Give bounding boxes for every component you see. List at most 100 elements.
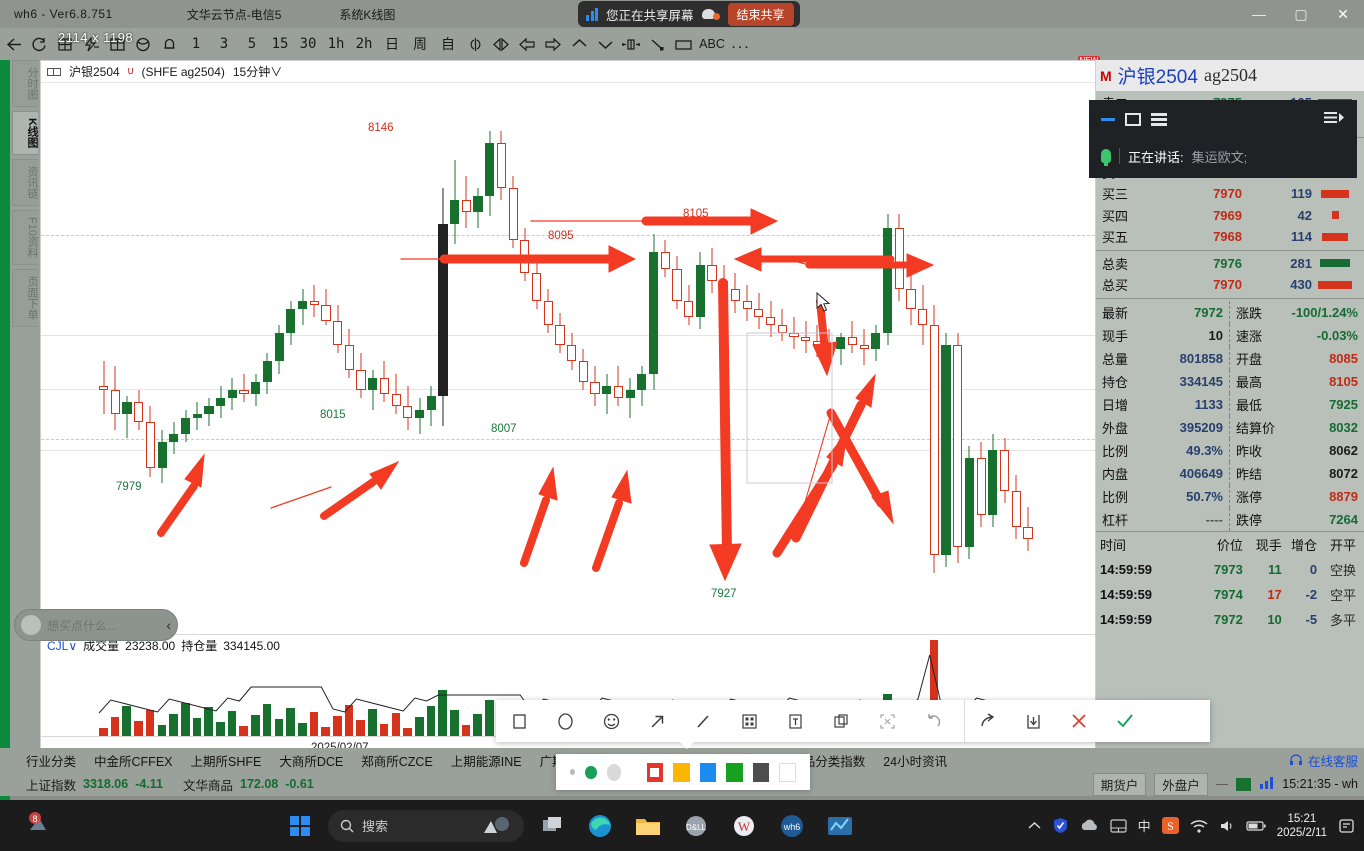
sogou-ime-icon[interactable]: S	[1161, 817, 1179, 834]
market-category-2[interactable]: 上期所SHFE	[190, 754, 262, 769]
volume-indicator-selector[interactable]: CJL∨	[47, 639, 77, 653]
period-day[interactable]: 日	[385, 37, 399, 53]
period-custom[interactable]: 自	[441, 37, 455, 53]
start-button[interactable]	[280, 806, 320, 846]
rectangle-tool-icon[interactable]	[496, 700, 542, 742]
trend-line-icon[interactable]	[644, 28, 670, 60]
layout-grid-icon[interactable]	[52, 28, 78, 60]
color-yellow-swatch[interactable]	[673, 762, 690, 782]
notification-app-icon[interactable]: 8	[24, 810, 54, 840]
undo-tool-icon[interactable]	[910, 700, 956, 742]
period-1[interactable]: 1	[191, 36, 201, 52]
window-split-icon[interactable]	[47, 67, 61, 76]
period-1h[interactable]: 1h	[327, 36, 345, 52]
size-medium-option[interactable]	[585, 765, 597, 779]
sidebar-item-f10[interactable]: F10资料	[12, 209, 38, 265]
notification-center-icon[interactable]	[1338, 817, 1356, 835]
bid-row-3[interactable]: 买四 7969 42	[1096, 205, 1364, 227]
chart-canvas[interactable]: 8100 8000 8146 8105 8095 8015 8007 7979 …	[41, 83, 1095, 756]
size-large-option[interactable]	[606, 763, 622, 781]
file-explorer-icon[interactable]	[628, 806, 668, 846]
split-view-icon[interactable]	[462, 28, 488, 60]
tick-row[interactable]: 14:59:59 7972 10 -5 多平	[1096, 607, 1364, 632]
scroll-down-icon[interactable]	[592, 28, 618, 60]
color-blue-swatch[interactable]	[699, 762, 717, 782]
market-category-10[interactable]: 24小时资讯	[883, 754, 948, 769]
grid-window-icon[interactable]	[104, 28, 130, 60]
crop-tool-icon[interactable]	[864, 700, 910, 742]
compare-icon[interactable]	[488, 28, 514, 60]
period-3[interactable]: 3	[219, 36, 229, 52]
tick-list[interactable]: 时间 价位 现手 增仓 开平 14:59:59 7973 11 0 空换 14:59:59…	[1096, 530, 1364, 632]
meeting-expand-icon[interactable]	[1323, 110, 1345, 128]
period-5[interactable]: 5	[247, 36, 257, 52]
edge-browser-icon[interactable]	[580, 806, 620, 846]
sidebar-item-news[interactable]: 资讯链	[12, 158, 38, 206]
market-category-1[interactable]: 中金所CFFEX	[94, 754, 173, 769]
rectangle-icon[interactable]	[670, 28, 696, 60]
period-15[interactable]: 15	[271, 36, 289, 52]
end-share-button[interactable]: 结束共享	[727, 2, 794, 26]
tick-row[interactable]: 14:59:59 7974 17 -2 空平	[1096, 582, 1364, 607]
period-2h[interactable]: 2h	[355, 36, 373, 52]
abc-label-icon[interactable]: ABC	[699, 37, 725, 51]
save-action-icon[interactable]	[1010, 700, 1056, 742]
color-gray-swatch[interactable]	[752, 762, 770, 782]
wps-app-icon[interactable]: W	[724, 806, 764, 846]
battery-icon[interactable]	[1246, 820, 1266, 832]
task-view-button[interactable]	[532, 806, 572, 846]
sidebar-item-order[interactable]: 页面下单	[12, 268, 38, 327]
index-0[interactable]: 上证指数 3318.06 -4.11	[26, 775, 163, 794]
microphone-icon[interactable]	[1101, 149, 1111, 166]
bell-alert-icon[interactable]	[156, 28, 182, 60]
tick-row[interactable]: 14:59:59 7973 11 0 空换	[1096, 557, 1364, 582]
bid-row-2[interactable]: 买三 7970 119	[1096, 183, 1364, 205]
futures-account-button[interactable]: 期货户	[1092, 772, 1147, 796]
volume-icon[interactable]	[1219, 819, 1235, 833]
online-service[interactable]: 在线客服	[1289, 748, 1358, 772]
sidebar-item-timeline[interactable]: 分时图	[12, 60, 38, 107]
participants-list-icon[interactable]	[1151, 112, 1167, 126]
emoji-tool-icon[interactable]	[588, 700, 634, 742]
market-category-3[interactable]: 大商所DCE	[279, 754, 344, 769]
flash-icon[interactable]	[78, 28, 104, 60]
minimize-button[interactable]: —	[1252, 6, 1266, 22]
line-tool-icon[interactable]	[680, 700, 726, 742]
taskbar-search-input[interactable]: 搜索	[328, 809, 524, 842]
back-arrow-icon[interactable]	[0, 28, 26, 60]
market-category-5[interactable]: 上期能源INE	[450, 754, 522, 769]
confirm-action-icon[interactable]	[1102, 700, 1148, 742]
axis-scale-icon[interactable]	[618, 28, 644, 60]
refresh-icon[interactable]	[26, 28, 52, 60]
ime-language-icon[interactable]: 中	[1137, 819, 1151, 834]
color-white-swatch[interactable]	[779, 762, 796, 782]
maximize-button[interactable]: ▢	[1294, 5, 1308, 22]
touchpad-icon[interactable]	[1110, 818, 1127, 833]
chart-app-icon[interactable]	[820, 806, 860, 846]
share-action-icon[interactable]	[964, 700, 1010, 742]
meeting-minimize-icon[interactable]	[1101, 117, 1115, 121]
period-30[interactable]: 30	[299, 36, 317, 52]
cloud-sync-icon[interactable]	[1080, 819, 1099, 832]
cancel-action-icon[interactable]	[1056, 700, 1102, 742]
mosaic-tool-icon[interactable]	[726, 700, 772, 742]
market-category-0[interactable]: 行业分类	[26, 754, 77, 769]
floating-search-bubble[interactable]: 想买点什么... ‹	[14, 609, 178, 641]
more-options-icon[interactable]: ...	[731, 35, 751, 52]
ellipse-tool-icon[interactable]	[542, 700, 588, 742]
dell-app-icon[interactable]: D&LL	[676, 806, 716, 846]
wh6-app-icon[interactable]: wh6	[772, 806, 812, 846]
prev-page-icon[interactable]	[514, 28, 540, 60]
globe-icon[interactable]	[130, 28, 156, 60]
market-category-4[interactable]: 郑商所CZCE	[361, 754, 433, 769]
sidebar-item-kline[interactable]: K线图	[12, 111, 38, 155]
size-small-option[interactable]	[570, 769, 576, 775]
chart-period-selector[interactable]: 15分钟∨	[233, 63, 282, 80]
tray-expand-icon[interactable]	[1028, 821, 1041, 831]
arrow-tool-icon[interactable]	[634, 700, 680, 742]
text-tool-icon[interactable]	[772, 700, 818, 742]
taskbar-clock[interactable]: 15:21 2025/2/11	[1277, 812, 1327, 840]
index-1[interactable]: 文华商品 172.08 -0.61	[183, 775, 314, 794]
foreign-account-button[interactable]: 外盘户	[1154, 772, 1208, 796]
collapse-icon[interactable]: ‹	[166, 617, 171, 633]
